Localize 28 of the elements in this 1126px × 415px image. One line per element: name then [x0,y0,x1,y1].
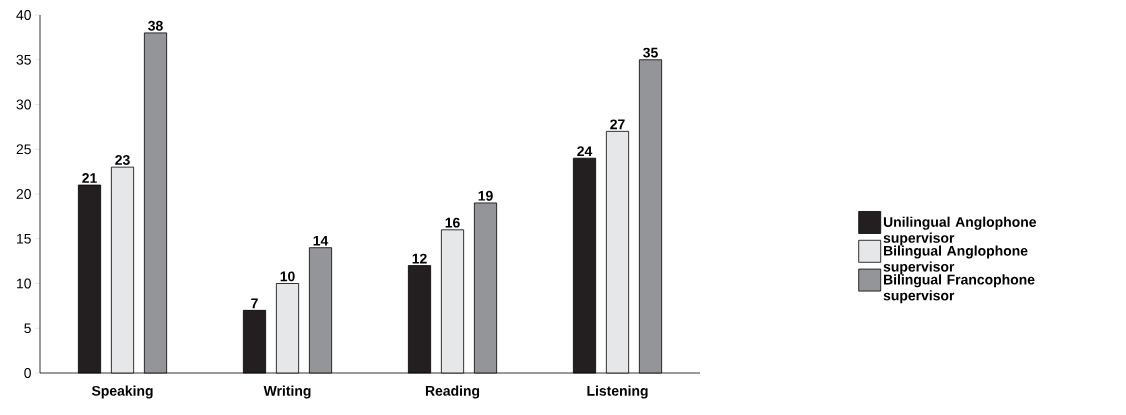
data-label: 38 [148,20,163,31]
y-tick-label: 40 [16,10,31,20]
data-label: 19 [478,190,493,201]
x-tick-label: Speaking [91,385,153,399]
data-label: 10 [280,271,295,282]
data-label: 27 [610,119,625,130]
x-tick-label: Reading [425,385,480,399]
y-tick-label: 5 [24,323,31,334]
data-label: 24 [577,146,593,156]
y-tick-label: 30 [16,99,31,110]
data-label: 14 [313,235,329,246]
y-tick-label: 15 [17,233,31,244]
data-label: 35 [643,47,658,58]
data-label: 12 [412,253,427,264]
data-label: 16 [445,217,460,228]
data-label: 7 [251,298,258,309]
legend-label: Bilingual Anglophone supervisor [883,245,1028,275]
legend-label: Unilingual Anglophone supervisor [883,216,1037,246]
x-tick-label: Listening [587,385,648,399]
data-label: 21 [82,173,97,183]
x-tick-label: Writing [263,385,311,399]
legend-label: Bilingual Francophone supervisor [883,274,1035,304]
y-tick-label: 20 [16,189,31,199]
y-tick-label: 25 [16,144,31,155]
y-tick-label: 10 [17,278,31,289]
y-tick-label: 35 [16,54,31,65]
data-label: 23 [115,155,130,165]
y-tick-label: 0 [24,368,31,378]
